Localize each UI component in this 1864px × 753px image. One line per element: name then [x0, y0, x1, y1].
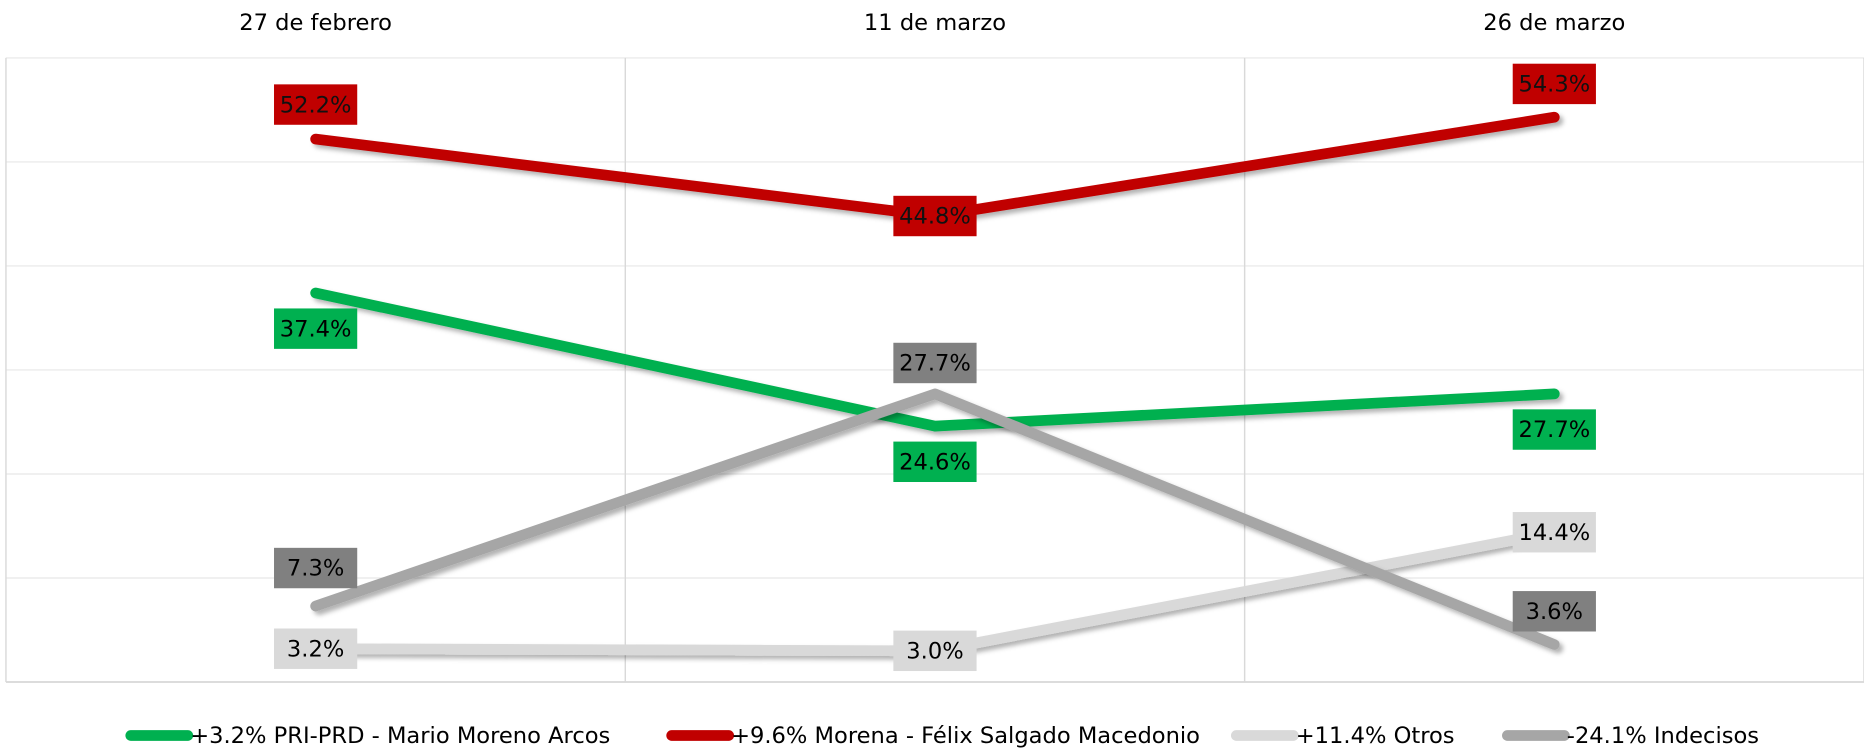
data-label-text: 24.6% [899, 449, 971, 475]
data-label-box [1512, 409, 1596, 450]
data-label-text: 37.4% [280, 316, 352, 342]
data-label: 3.0% [893, 630, 977, 672]
legend-label: +3.2% PRI-PRD - Mario Moreno Arcos [190, 723, 610, 749]
data-label-text: 14.4% [1518, 520, 1590, 546]
data-label-box [1512, 591, 1596, 632]
data-label-box [274, 308, 358, 349]
x-tick-label: 11 de marzo [864, 10, 1006, 36]
data-label: 14.4% [1512, 512, 1596, 553]
legend-label: -24.1% Indecisos [1567, 723, 1759, 749]
data-label-text: 3.6% [1526, 599, 1583, 625]
data-label-box [274, 547, 358, 589]
data-label: 3.6% [1512, 591, 1596, 632]
x-tick-label: 26 de marzo [1483, 10, 1625, 36]
data-label-box [1512, 512, 1596, 553]
legend-label: +11.4% Otros [1296, 723, 1455, 749]
data-label-text: 27.7% [1518, 417, 1590, 443]
data-label: 7.3% [274, 547, 358, 589]
data-label-text: 54.3% [1518, 72, 1590, 98]
data-label: 24.6% [893, 441, 977, 483]
data-label-box [893, 195, 977, 237]
data-label-box [274, 628, 358, 669]
series-line [310, 287, 1560, 432]
data-label-text: 27.7% [899, 351, 971, 377]
series-line [310, 388, 1560, 650]
data-label-text: 3.2% [287, 636, 344, 662]
data-label-text: 44.8% [899, 204, 971, 230]
data-label: 3.2% [274, 628, 358, 669]
data-label-text: 3.0% [906, 638, 963, 664]
data-label: 27.7% [893, 342, 977, 384]
data-label: 52.2% [274, 84, 358, 125]
data-label-box [893, 441, 977, 483]
data-label: 27.7% [1512, 409, 1596, 450]
data-label-text: 52.2% [280, 92, 352, 118]
data-label-box [893, 342, 977, 384]
data-label-text: 7.3% [287, 556, 344, 582]
data-label-box [1512, 63, 1596, 105]
data-label-box [274, 84, 358, 125]
legend-label: +9.6% Morena - Félix Salgado Macedonio [731, 723, 1200, 749]
data-label-box [893, 630, 977, 672]
data-label: 44.8% [893, 195, 977, 237]
data-label: 54.3% [1512, 63, 1596, 105]
data-label: 37.4% [274, 308, 358, 349]
x-tick-label: 27 de febrero [239, 10, 392, 36]
